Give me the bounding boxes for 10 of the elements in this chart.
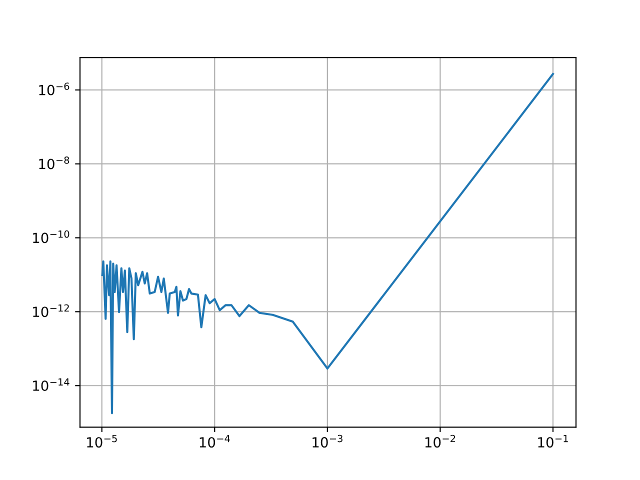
y-tick-label: 10$^{−14}$ (33, 378, 70, 391)
y-tick-label: 10$^{−12}$ (33, 304, 69, 318)
x-tick-label: 10$^{−1}$ (538, 434, 568, 448)
y-tick-label: 10$^{−8}$ (39, 156, 70, 170)
x-tick-label: 10$^{−2}$ (425, 434, 456, 448)
x-tick-label: 10$^{−4}$ (200, 434, 230, 448)
y-tick-label: 10$^{−6}$ (39, 82, 70, 96)
x-tick-label: 10$^{−3}$ (312, 434, 342, 448)
y-tick-label: 10$^{−10}$ (33, 230, 70, 244)
x-tick-label: 10$^{−5}$ (87, 434, 117, 448)
